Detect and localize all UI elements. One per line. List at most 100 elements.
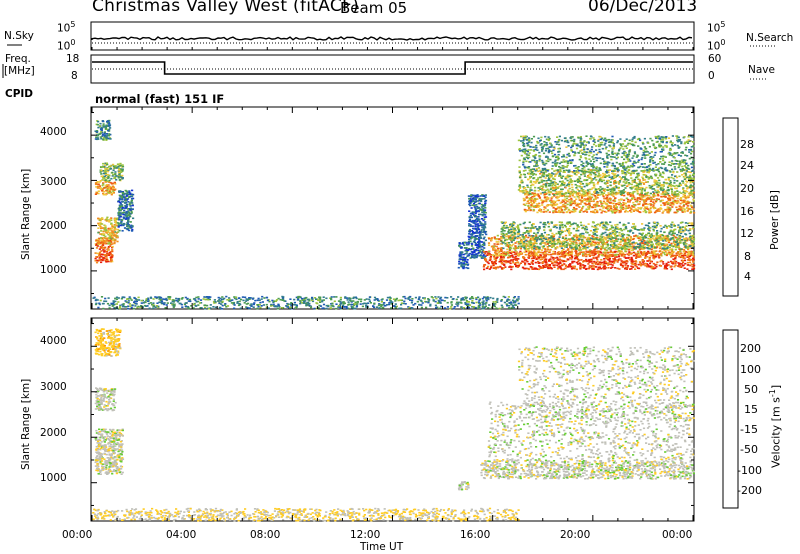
power-echo-mark — [113, 241, 116, 243]
power-echo-mark — [686, 207, 689, 209]
power-echo-mark — [560, 221, 563, 224]
power-echo-mark — [96, 238, 99, 241]
power-echo-mark — [465, 263, 468, 265]
power-echo-mark — [125, 213, 128, 215]
power-echo-mark — [653, 198, 656, 201]
power-echo-mark — [502, 267, 505, 269]
power-echo-mark — [573, 200, 576, 202]
power-echo-mark — [500, 233, 503, 235]
power-echo-mark — [527, 267, 530, 270]
power-echo-mark — [592, 200, 595, 203]
power-echo-mark — [639, 236, 642, 238]
power-echo-mark — [691, 195, 694, 198]
power-echo-mark — [680, 256, 683, 258]
power-echo-mark — [572, 227, 575, 230]
power-echo-mark — [629, 245, 632, 248]
noise-panel-frame — [90, 21, 695, 51]
power-echo-mark — [533, 247, 536, 250]
power-echo-mark — [533, 245, 536, 248]
power-echo-mark — [471, 234, 474, 236]
power-echo-mark — [689, 237, 692, 239]
power-echo-mark — [639, 264, 643, 267]
power-echo-mark — [585, 244, 588, 246]
power-echo-mark — [636, 193, 639, 195]
power-echo-mark — [524, 204, 527, 206]
power-echo-mark — [544, 252, 547, 255]
power-echo-mark — [684, 196, 687, 199]
power-echo-mark — [105, 250, 108, 253]
power-echo-mark — [117, 165, 120, 168]
power-echo-mark — [96, 252, 99, 255]
power-echo-mark — [614, 197, 617, 199]
power-echo-mark — [668, 233, 671, 235]
power-echo-mark — [583, 245, 586, 248]
power-echo-mark — [466, 261, 469, 264]
power-echo-mark — [125, 216, 128, 219]
power-echo-mark — [111, 237, 114, 239]
power-echo-mark — [532, 208, 535, 211]
power-echo-mark — [95, 131, 98, 133]
power-echo-mark — [552, 264, 555, 267]
power-echo-mark — [494, 266, 497, 269]
power-echo-mark — [650, 248, 653, 250]
power-echo-mark — [557, 266, 560, 268]
power-echo-mark — [483, 209, 486, 212]
power-echo-mark — [482, 204, 485, 206]
x-tick-label: 00:00 — [62, 529, 93, 541]
power-echo-mark — [537, 230, 540, 232]
power-echo-mark — [110, 233, 113, 235]
power-echo-mark — [131, 189, 134, 192]
power-echo-mark — [111, 228, 114, 230]
power-echo-mark — [575, 208, 578, 210]
power-echo-mark — [579, 203, 582, 205]
power-echo-mark — [683, 252, 687, 255]
power-echo-mark — [556, 264, 559, 267]
power-echo-mark — [609, 198, 612, 200]
power-echo-mark — [627, 230, 630, 233]
power-echo-mark — [650, 267, 653, 269]
power-echo-mark — [616, 223, 619, 226]
power-echo-mark — [111, 260, 114, 263]
power-echo-mark — [519, 243, 522, 245]
power-echo-mark — [116, 228, 119, 231]
power-echo-mark — [483, 247, 486, 249]
power-echo-mark — [568, 221, 571, 223]
power-echo-mark — [557, 199, 561, 202]
power-echo-mark — [541, 202, 544, 204]
power-echo-mark — [678, 255, 681, 257]
power-echo-mark — [102, 125, 105, 127]
power-echo-mark — [111, 245, 114, 248]
power-echo-mark — [105, 135, 108, 138]
power-echo-mark — [576, 224, 579, 226]
power-echo-mark — [636, 243, 640, 245]
power-echo-mark — [622, 223, 625, 226]
power-echo-mark — [665, 201, 668, 204]
power-echo-mark — [95, 243, 99, 246]
power-echo-mark — [540, 251, 543, 254]
power-y-tick: 3000 — [40, 176, 67, 188]
power-echo-mark — [543, 254, 546, 257]
power-echo-mark — [545, 205, 548, 207]
power-echo-mark — [485, 267, 488, 270]
power-echo-mark — [594, 246, 597, 249]
power-echo-mark — [468, 203, 471, 206]
power-echo-mark — [484, 223, 487, 225]
power-echo-mark — [620, 262, 623, 265]
power-echo-mark — [125, 211, 128, 213]
power-echo-mark — [573, 196, 576, 198]
power-echo-mark — [114, 220, 117, 222]
power-echo-mark — [585, 208, 588, 211]
power-echo-mark — [103, 237, 106, 239]
power-echo-mark — [121, 164, 124, 166]
power-echo-mark — [609, 228, 612, 230]
power-echo-mark — [114, 234, 117, 237]
power-echo-mark — [491, 245, 494, 248]
power-echo-mark — [111, 185, 114, 188]
power-echo-mark — [103, 190, 106, 193]
power-echo-mark — [510, 255, 513, 257]
power-echo-mark — [95, 247, 99, 249]
power-echo-mark — [512, 258, 515, 261]
power-echo-mark — [674, 264, 677, 266]
power-echo-mark — [636, 197, 639, 200]
power-echo-mark — [533, 238, 537, 240]
